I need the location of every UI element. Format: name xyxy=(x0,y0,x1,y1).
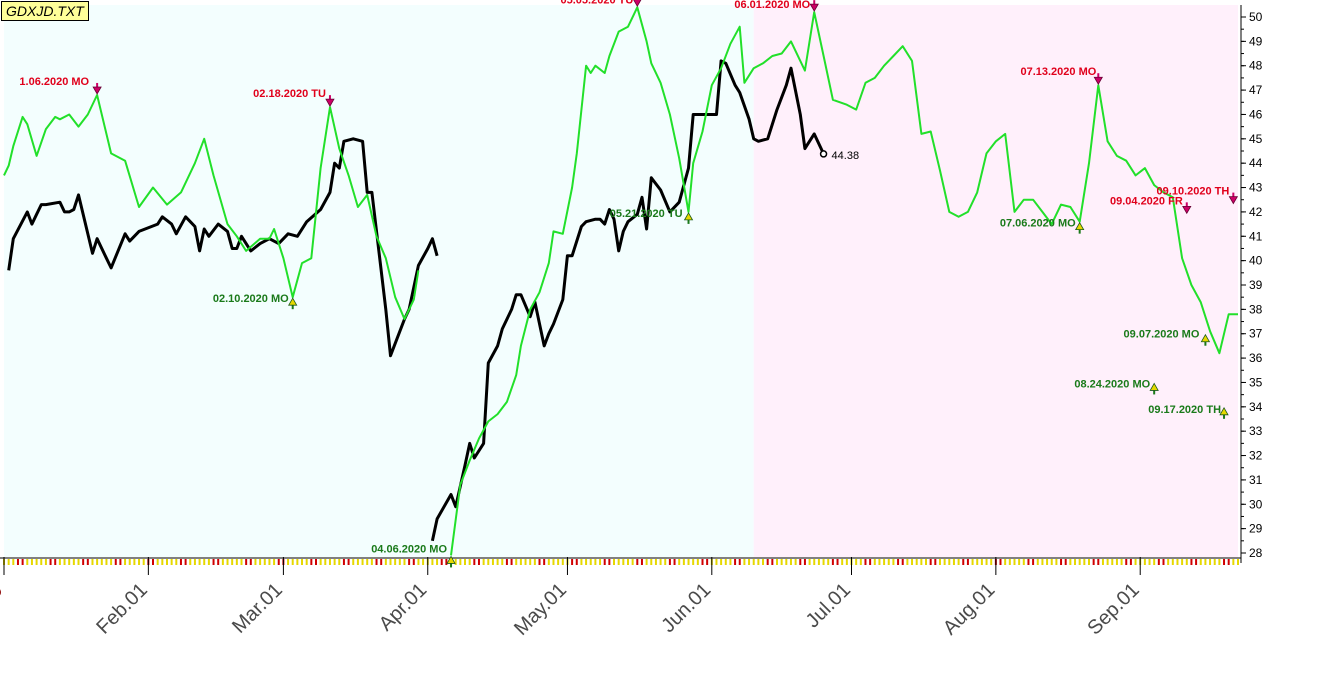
y-tick-label: 42 xyxy=(1249,205,1263,219)
y-tick-label: 31 xyxy=(1249,473,1263,487)
y-tick-label: 45 xyxy=(1249,132,1263,146)
pivot-label: 07.13.2020 MO xyxy=(1020,66,1096,78)
y-tick-label: 40 xyxy=(1249,254,1263,268)
y-tick-label: 29 xyxy=(1249,522,1263,536)
pivot-low-arrow xyxy=(1200,333,1211,343)
y-tick-label: 30 xyxy=(1249,497,1263,511)
pivot-high-arrow xyxy=(1228,196,1239,205)
y-tick-label: 47 xyxy=(1249,83,1263,97)
pivot-label: 04.06.2020 MO xyxy=(371,543,447,555)
pivot-low-arrow xyxy=(1149,382,1159,391)
pivot-label: 02.18.2020 TU xyxy=(253,88,326,100)
pivot-label: 06.01.2020 MO xyxy=(734,0,810,11)
y-tick-label: 34 xyxy=(1249,400,1263,414)
y-tick-label: 39 xyxy=(1249,278,1263,292)
pivot-low-arrow xyxy=(446,555,456,564)
pivot-high-arrow xyxy=(1182,205,1192,215)
chart-title: GDXJD.TXT xyxy=(1,1,89,21)
x-tick-label: Apr.01 xyxy=(375,579,431,635)
y-tick-label: 43 xyxy=(1249,181,1263,195)
series-line-0 xyxy=(7,59,825,542)
pivot-label: 09.10.2020 TH xyxy=(1157,186,1230,198)
x-tick-label: Mar.01 xyxy=(228,579,287,638)
shaded-region-0 xyxy=(4,5,754,557)
pivot-label: 09.17.2020 TH xyxy=(1148,404,1221,416)
y-tick-label: 41 xyxy=(1249,229,1263,243)
pivot-high-arrow xyxy=(92,86,102,95)
pivot-label: 02.10.2020 MO xyxy=(213,293,289,305)
pivot-low-arrow xyxy=(1074,221,1085,231)
x-tick-label: Aug.01 xyxy=(939,579,999,639)
last-value-label: 44.38 xyxy=(832,150,860,162)
y-tick-label: 28 xyxy=(1249,546,1263,560)
x-tick-label: Sep.01 xyxy=(1083,579,1143,639)
pivot-high-arrow xyxy=(1093,76,1103,86)
y-tick-label: 36 xyxy=(1249,351,1263,365)
y-tick-label: 38 xyxy=(1249,302,1263,316)
y-tick-label: 35 xyxy=(1249,375,1263,389)
y-tick-label: 50 xyxy=(1249,10,1263,24)
y-tick-label: 32 xyxy=(1249,449,1263,463)
series-line-1 xyxy=(3,6,1238,556)
last-value-marker xyxy=(819,150,828,158)
pivot-high-arrow xyxy=(809,3,819,12)
pivot-high-arrow xyxy=(325,98,335,107)
y-tick-label: 48 xyxy=(1249,59,1263,73)
pivot-label: 05.21.2020 TU xyxy=(610,208,683,220)
y-tick-label: 33 xyxy=(1249,424,1263,438)
pivot-label: 07.06.2020 MO xyxy=(1000,218,1076,230)
pivot-low-arrow xyxy=(288,297,298,306)
pivot-low-arrow xyxy=(1219,407,1229,416)
shaded-region-1 xyxy=(753,5,1238,557)
x-tick-label: May.01 xyxy=(510,579,571,640)
y-tick-label: 46 xyxy=(1249,107,1263,121)
y-tick-label: 37 xyxy=(1249,327,1263,341)
x-tick-label: 2020 xyxy=(0,576,8,633)
pivot-label: 09.07.2020 MO xyxy=(1124,329,1200,341)
y-tick-label: 44 xyxy=(1249,156,1263,170)
x-tick-label: Feb.01 xyxy=(92,579,152,639)
pivot-label: 05.05.2020 TU xyxy=(561,0,634,6)
pivot-high-arrow xyxy=(633,0,642,8)
pivot-label: 1.06.2020 MO xyxy=(19,76,89,88)
pivot-label: 09.04.2020 FR xyxy=(1110,195,1183,207)
x-tick-label: Jun.01 xyxy=(657,579,715,637)
y-tick-label: 49 xyxy=(1249,34,1263,48)
x-tick-label: Jul.01 xyxy=(802,579,855,632)
pivot-low-arrow xyxy=(683,212,694,221)
pivot-label: 08.24.2020 MO xyxy=(1074,378,1150,390)
